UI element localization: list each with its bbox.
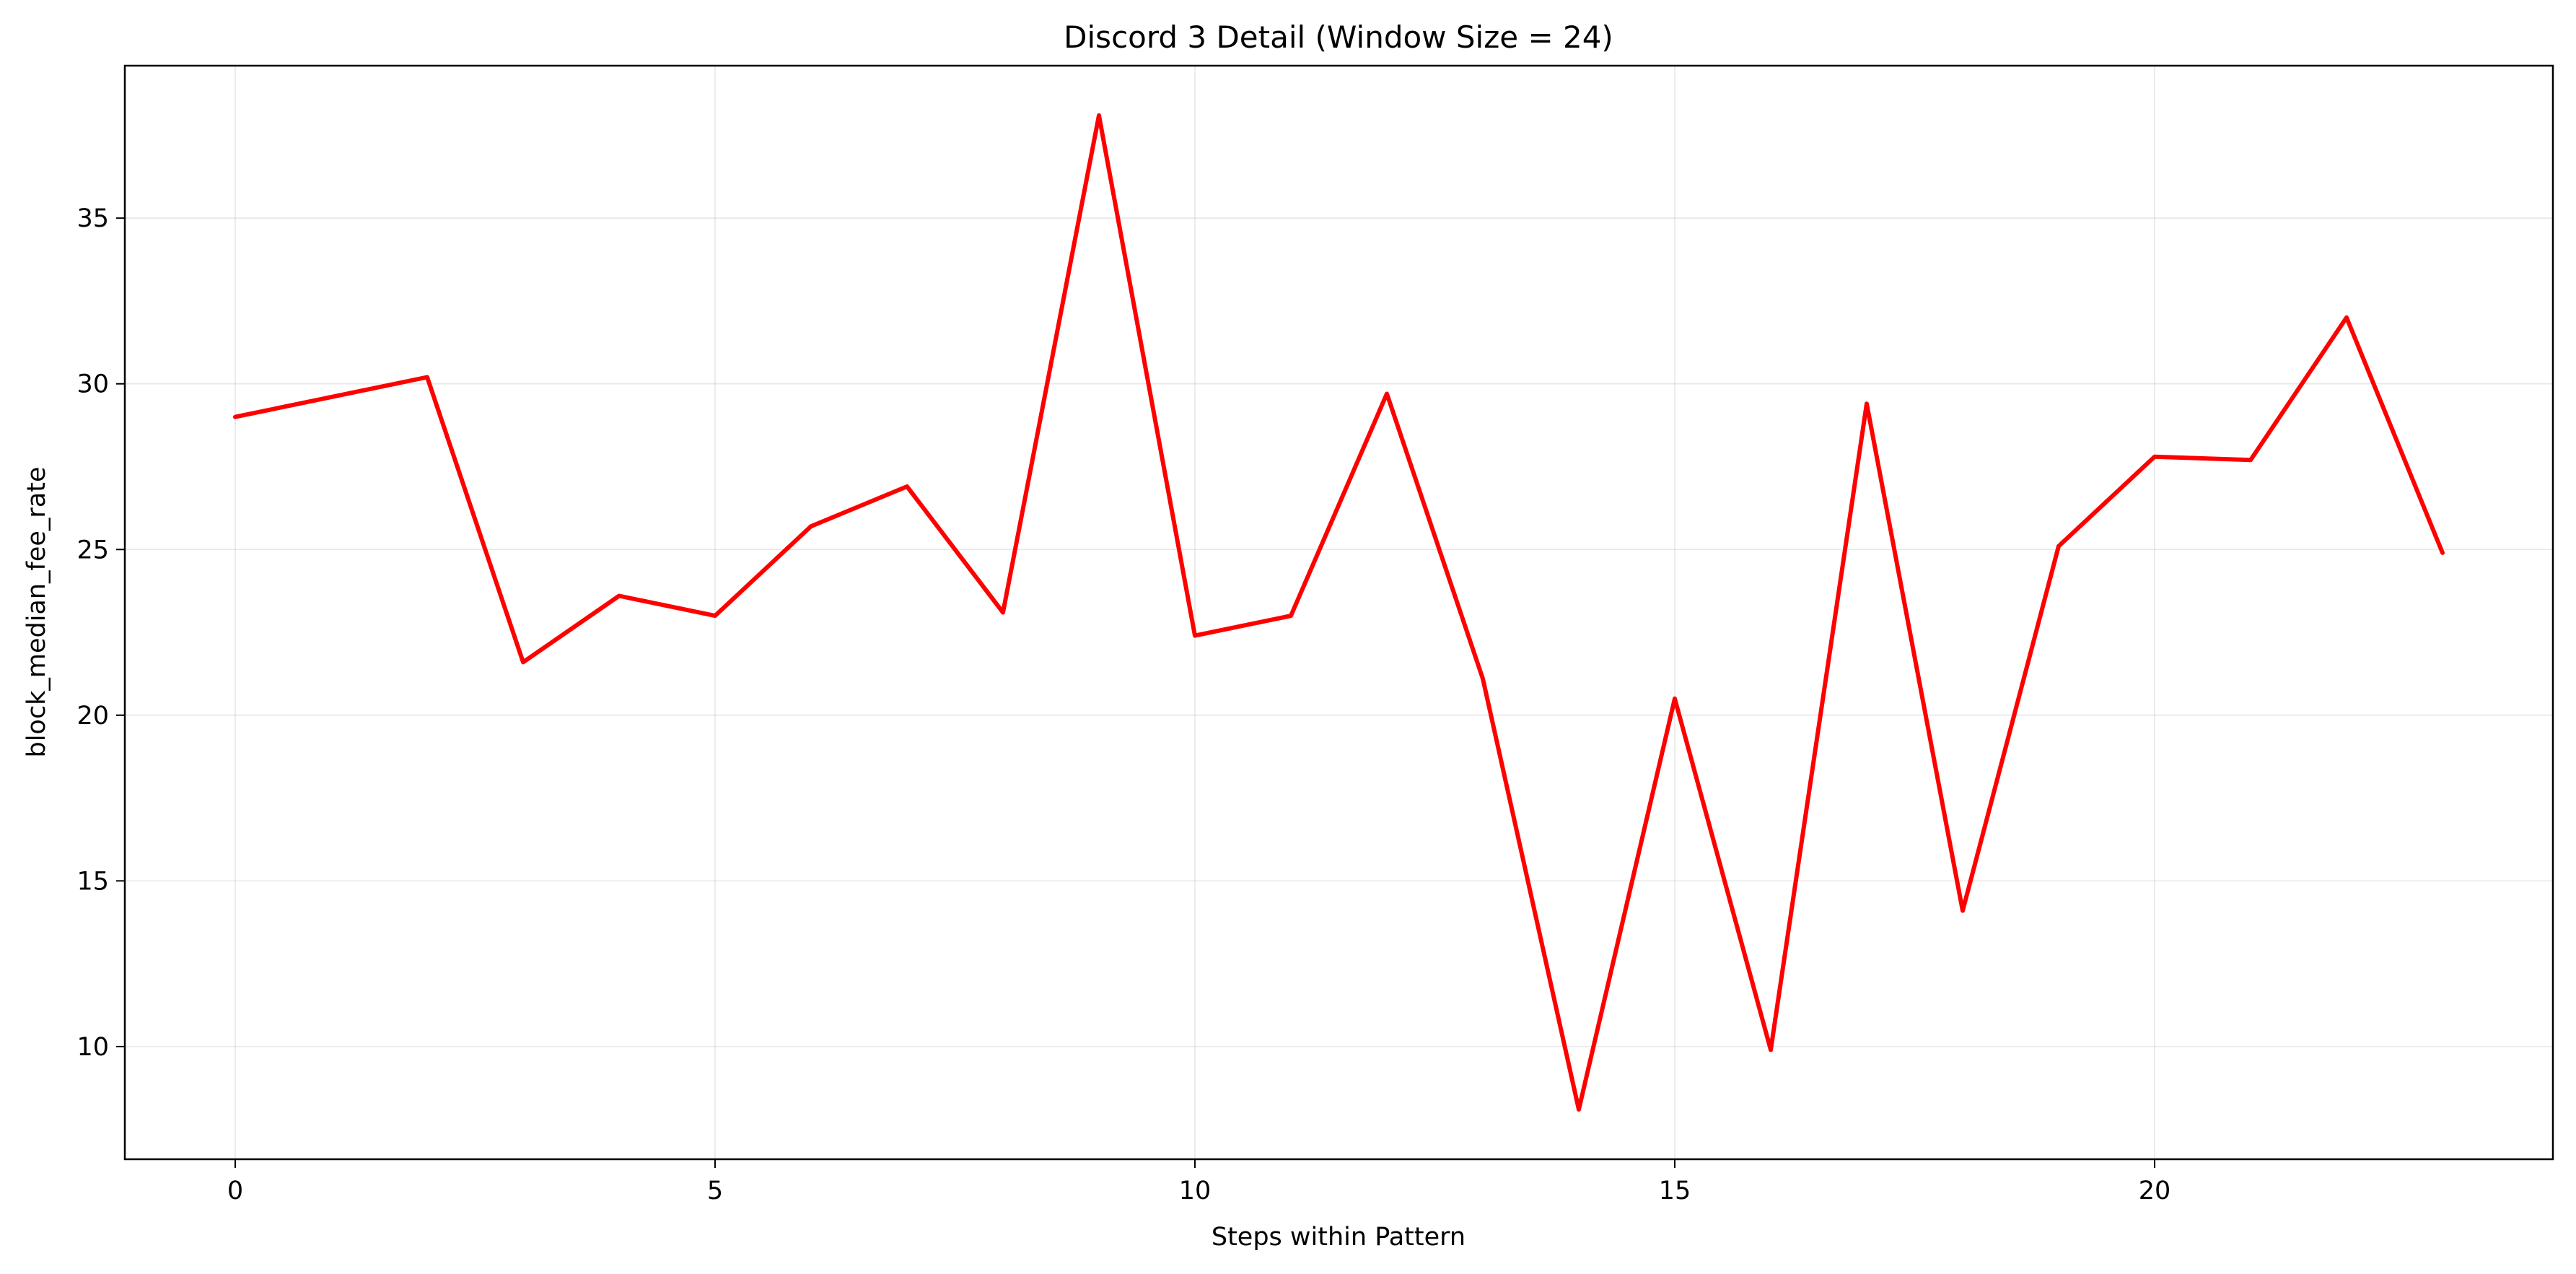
x-tick-label: 5: [707, 1177, 723, 1205]
x-tick-label: 15: [1659, 1177, 1691, 1205]
x-tick-label: 10: [1179, 1177, 1212, 1205]
series-line: [233, 113, 2445, 1112]
x-tick-label: 20: [2139, 1177, 2171, 1205]
x-axis: 0 5 10 15 20: [227, 1159, 2170, 1205]
grid: [125, 66, 2553, 1159]
y-tick-label: 35: [76, 204, 109, 233]
plot-frame: [123, 64, 2554, 1161]
y-tick-label: 20: [76, 702, 109, 730]
y-tick-label: 10: [76, 1033, 109, 1062]
x-axis-label: Steps within Pattern: [1212, 1223, 1466, 1252]
y-tick-label: 15: [76, 867, 109, 896]
y-tick-label: 25: [76, 536, 109, 564]
y-tick-label: 30: [76, 370, 109, 399]
y-axis: 10 15 20 25 30 35: [76, 204, 125, 1062]
x-tick-label: 0: [227, 1177, 243, 1205]
chart-title: Discord 3 Detail (Window Size = 24): [1064, 19, 1613, 55]
series-layer: [233, 113, 2445, 1112]
y-axis-label: block_median_fee_rate: [22, 466, 51, 757]
